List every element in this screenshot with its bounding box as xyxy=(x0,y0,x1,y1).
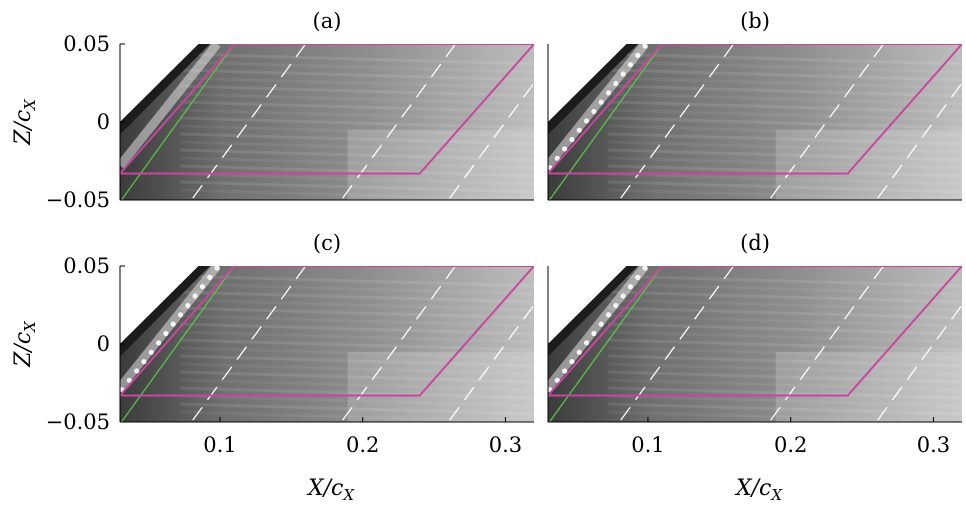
y-tick-label: 0.05 xyxy=(63,32,110,56)
leading-edge xyxy=(120,44,210,135)
measurement-region xyxy=(120,266,534,397)
dashed-line xyxy=(875,303,962,422)
panel-label: (c) xyxy=(313,231,341,255)
roughness-element xyxy=(192,293,198,299)
panel-a: (a) 0.05 0 −0.05 xyxy=(46,9,534,212)
panel-c: (c) 0.05 0 −0.05 0.1 0.2 0.3 xyxy=(46,231,534,457)
roughness-element xyxy=(185,302,191,309)
leading-edge xyxy=(120,266,210,357)
panel-label: (b) xyxy=(740,9,770,33)
roughness-element xyxy=(591,108,597,115)
roughness-element xyxy=(562,146,568,152)
roughness-element xyxy=(177,312,184,318)
reference-line xyxy=(120,266,235,422)
y-tick-label: 0 xyxy=(97,332,110,356)
roughness-element xyxy=(141,359,147,365)
dashed-line xyxy=(447,81,534,200)
roughness-element xyxy=(598,321,604,327)
roughness-element xyxy=(126,377,132,383)
flow-image xyxy=(120,44,534,200)
roughness-element xyxy=(569,137,575,143)
roughness-element xyxy=(554,155,560,161)
x-axis-label: X/cX xyxy=(734,476,783,504)
roughness-element xyxy=(170,321,176,327)
roughness-element xyxy=(576,349,582,355)
reference-line xyxy=(548,266,663,422)
y-tick-label: −0.05 xyxy=(46,188,110,212)
roughness-element xyxy=(635,274,641,280)
flow-image xyxy=(548,266,962,422)
roughness-element xyxy=(591,330,597,337)
x-tick-label: 0.2 xyxy=(346,433,379,457)
y-tick-label: 0 xyxy=(97,110,110,134)
roughness-element xyxy=(605,90,612,96)
roughness-element xyxy=(554,377,560,383)
flow-image xyxy=(120,266,534,422)
flow-image xyxy=(548,44,962,200)
reference-line xyxy=(120,44,235,200)
x-tick-label: 0.2 xyxy=(774,433,807,457)
roughness-element xyxy=(569,359,575,365)
measurement-region xyxy=(548,44,962,175)
panel-b: (b) xyxy=(547,9,962,201)
x-tick-label: 0.1 xyxy=(631,433,664,457)
reference-line xyxy=(548,44,663,200)
dashed-line xyxy=(447,303,534,422)
roughness-element xyxy=(620,71,626,77)
roughness-element xyxy=(635,52,641,58)
y-tick-label: 0.05 xyxy=(63,254,110,278)
roughness-element xyxy=(627,284,634,290)
roughness-element xyxy=(627,62,634,68)
roughness-element xyxy=(163,330,169,337)
roughness-element xyxy=(642,266,648,271)
roughness-element xyxy=(207,274,213,280)
roughness-element xyxy=(155,340,162,346)
panel-label: (a) xyxy=(313,9,342,33)
roughness-element xyxy=(562,368,568,374)
leading-edge xyxy=(548,44,638,135)
roughness-element xyxy=(583,118,590,124)
roughness-element xyxy=(613,80,619,87)
roughness-element xyxy=(199,284,206,290)
panel-d: (d) 0.1 0.2 0.3 xyxy=(547,231,962,457)
panel-label: (d) xyxy=(740,231,770,255)
roughness-element xyxy=(642,44,648,49)
roughness-element xyxy=(148,349,154,355)
roughness-element xyxy=(583,340,590,346)
roughness-element xyxy=(613,302,619,309)
y-tick-label: −0.05 xyxy=(46,410,110,434)
measurement-region xyxy=(548,266,962,397)
x-tick-label: 0.1 xyxy=(203,433,236,457)
y-axis-label: Z/cX xyxy=(11,98,39,146)
dashed-line xyxy=(875,81,962,200)
roughness-element xyxy=(576,127,582,133)
roughness-element xyxy=(620,293,626,299)
roughness-element xyxy=(214,266,220,271)
x-tick-label: 0.3 xyxy=(489,433,522,457)
y-axis-label: Z/cX xyxy=(11,320,39,368)
x-tick-label: 0.3 xyxy=(917,433,950,457)
measurement-region xyxy=(120,44,534,175)
x-axis-label: X/cX xyxy=(306,476,355,504)
leading-edge xyxy=(548,266,638,357)
roughness-element xyxy=(134,368,140,374)
roughness-element xyxy=(605,312,612,318)
roughness-element xyxy=(598,99,604,105)
